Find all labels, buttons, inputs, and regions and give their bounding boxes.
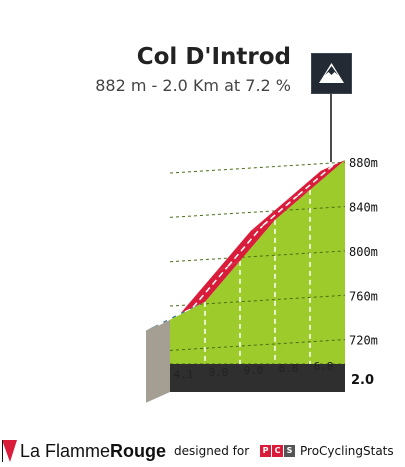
- surface-centerline: [227, 224, 264, 267]
- segment-gradient-label: 9.0: [209, 366, 229, 379]
- distance-base-strip: [170, 364, 345, 392]
- surface-centerline: [297, 164, 334, 196]
- elevation-gridline: [169, 294, 346, 307]
- surface-centerline: [262, 194, 299, 226]
- distance-tick-label: 1.2: [263, 398, 286, 413]
- mountain-summit-icon: [319, 63, 344, 83]
- procyclingstats-logo[interactable]: P C S ProCyclingStats: [260, 444, 394, 458]
- distance-tick-label: 2.0: [351, 373, 374, 388]
- elevation-profile-chart: 4.1 9.0 9.0 6.8 6.8 720m 760m 800m 840m 880m 0.4 0.…: [146, 94, 378, 413]
- profile-side-face: [146, 319, 170, 403]
- elevation-gridline: [169, 339, 346, 351]
- segment-gradient-label: 4.1: [174, 368, 194, 381]
- pcs-letter: P: [260, 445, 271, 457]
- surface-centerline: [192, 265, 229, 308]
- elevation-gridline: [169, 161, 346, 174]
- pcs-letter: S: [284, 445, 295, 457]
- segment-gradient-label: 6.8: [279, 362, 299, 375]
- summit-badge: [311, 53, 352, 94]
- footer: La FlammeRouge designed for P C S ProCyc…: [0, 436, 405, 466]
- elevation-tick-label: 840m: [349, 201, 378, 215]
- brand-name: La FlammeRouge: [20, 440, 167, 461]
- designed-for-label: designed for: [174, 444, 250, 458]
- elevation-tick-label: 760m: [349, 289, 378, 303]
- la-flamme-rouge-logo[interactable]: La FlammeRouge: [2, 440, 166, 462]
- elevation-tick-label: 880m: [349, 156, 378, 170]
- pcs-letter: C: [272, 445, 283, 457]
- pcs-name: ProCyclingStats: [300, 444, 394, 458]
- segment-gradient-label: 6.8: [314, 360, 334, 373]
- distance-tick-label: 0.4: [193, 398, 216, 413]
- distance-tick-label: 1.6: [298, 398, 321, 413]
- elevation-gridline: [169, 206, 346, 218]
- elevation-tick-label: 800m: [349, 245, 378, 259]
- elevation-tick-label: 720m: [349, 334, 378, 348]
- distance-tick-label: 0.8: [228, 398, 251, 413]
- profile-surface-segment: [216, 219, 275, 272]
- profile-surface-segment: [181, 260, 240, 313]
- elevation-gridline: [169, 250, 346, 263]
- profile-area-fill: [170, 160, 345, 364]
- flame-pennant-icon: [2, 440, 17, 462]
- climb-stats: 882 m - 2.0 Km at 7.2 %: [95, 76, 291, 95]
- climb-title: Col D'Introd: [136, 44, 291, 70]
- segment-gradient-label: 9.0: [244, 364, 264, 377]
- surface-centerline: [157, 306, 194, 326]
